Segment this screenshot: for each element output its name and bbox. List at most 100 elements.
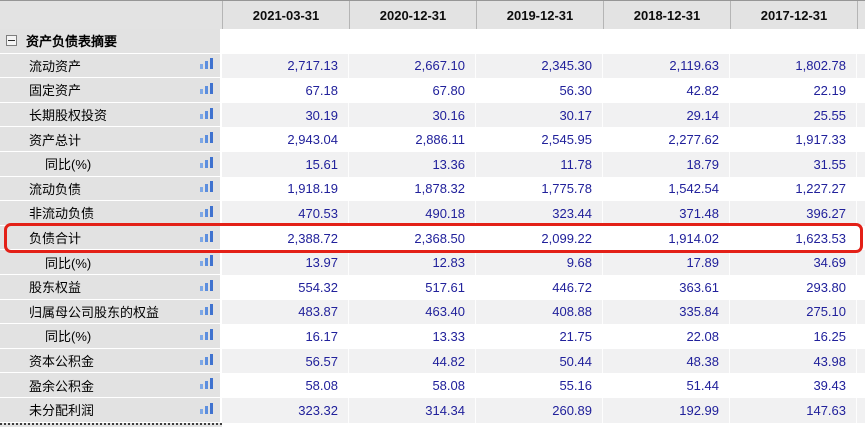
value-cell: 22.19 — [730, 78, 857, 103]
cutoff-column-cell — [857, 177, 865, 202]
row-label-cell: 归属母公司股东的权益 — [0, 299, 222, 325]
value-cell: 260.89 — [476, 397, 603, 423]
value-cell: 446.72 — [476, 274, 603, 300]
row-label: 资产负债表摘要 — [26, 34, 118, 50]
row-label-cell: 非流动负债 — [0, 201, 222, 226]
table-row[interactable]: 同比(%) 15.61 13.36 11.78 18.79 31.55 — [0, 151, 865, 177]
bar-chart-icon[interactable] — [200, 328, 213, 344]
bar-chart-icon[interactable] — [200, 57, 213, 73]
value-cell: 293.80 — [730, 274, 857, 300]
section-row[interactable]: 资产负债表摘要 — [0, 29, 865, 54]
cutoff-column-cell — [857, 151, 865, 177]
table-row[interactable]: 流动负债 1,918.19 1,878.32 1,775.78 1,542.54 1,22… — [0, 176, 865, 202]
value-cell: 483.87 — [222, 299, 349, 325]
value-cell: 275.10 — [730, 299, 857, 325]
value-cell: 2,345.30 — [476, 53, 603, 79]
cutoff-column-cell — [857, 226, 865, 251]
bar-chart-icon[interactable] — [200, 230, 213, 246]
table-row[interactable]: 股东权益 554.32 517.61 446.72 363.61 293.80 — [0, 274, 865, 300]
bar-chart-icon[interactable] — [200, 156, 213, 172]
value-cell: 517.61 — [349, 274, 476, 300]
cutoff-column-cell — [857, 102, 865, 128]
table-row[interactable]: 归属母公司股东的权益 483.87 463.40 408.88 335.84 275.10 — [0, 299, 865, 325]
value-cell: 2,717.13 — [222, 53, 349, 79]
header-date-column: 2017-12-31 — [730, 1, 857, 29]
table-row[interactable]: 盈余公积金 58.08 58.08 55.16 51.44 39.43 — [0, 373, 865, 398]
value-cell: 67.80 — [349, 78, 476, 103]
row-label: 归属母公司股东的权益 — [29, 304, 160, 320]
value-cell: 11.78 — [476, 151, 603, 177]
row-label: 资本公积金 — [29, 354, 95, 370]
cutoff-column-cell — [857, 250, 865, 275]
value-cell: 18.79 — [603, 151, 730, 177]
value-cell: 1,542.54 — [603, 176, 730, 202]
bar-chart-icon[interactable] — [200, 303, 213, 319]
row-label: 非流动负债 — [29, 206, 95, 222]
bar-chart-icon[interactable] — [200, 377, 213, 393]
value-cell: 30.17 — [476, 102, 603, 128]
value-cell: 34.69 — [730, 250, 857, 275]
bar-chart-icon[interactable] — [200, 205, 213, 221]
partial-next-row — [0, 422, 222, 427]
value-cell: 21.75 — [476, 324, 603, 349]
row-label-cell: 未分配利润 — [0, 397, 222, 423]
value-cell: 2,099.22 — [476, 225, 603, 251]
row-label: 固定资产 — [29, 83, 82, 99]
bar-chart-icon[interactable] — [200, 254, 213, 270]
value-cell: 30.19 — [222, 102, 349, 128]
bar-chart-icon[interactable] — [200, 279, 213, 295]
cutoff-column-cell — [857, 324, 865, 349]
value-cell — [603, 29, 730, 54]
bar-chart-icon[interactable] — [200, 107, 213, 123]
row-label-cell: 资产总计 — [0, 127, 222, 152]
value-cell: 48.38 — [603, 348, 730, 374]
row-label-cell: 同比(%) — [0, 324, 222, 349]
table-row[interactable]: 非流动负债 470.53 490.18 323.44 371.48 396.27 — [0, 201, 865, 226]
header-label-spacer — [0, 1, 222, 29]
value-cell — [730, 29, 857, 54]
value-cell: 2,388.72 — [222, 225, 349, 251]
header-date-column: 2018-12-31 — [603, 1, 730, 29]
value-cell: 408.88 — [476, 299, 603, 325]
bar-chart-icon[interactable] — [200, 180, 213, 196]
value-cell: 9.68 — [476, 250, 603, 275]
table-row[interactable]: 负债合计 2,388.72 2,368.50 2,099.22 1,914.02 1,62… — [0, 223, 865, 253]
value-cell: 323.32 — [222, 397, 349, 423]
table-header-row: 2021-03-31 2020-12-31 2019-12-31 2018-12… — [0, 0, 865, 29]
value-cell: 13.33 — [349, 324, 476, 349]
value-cell: 192.99 — [603, 397, 730, 423]
value-cell: 29.14 — [603, 102, 730, 128]
row-label: 同比(%) — [45, 255, 92, 271]
bar-chart-icon[interactable] — [200, 82, 213, 98]
value-cell: 371.48 — [603, 201, 730, 226]
value-cell: 2,943.04 — [222, 127, 349, 152]
table-row[interactable]: 资产总计 2,943.04 2,886.11 2,545.95 2,277.62 1,91… — [0, 127, 865, 152]
value-cell: 2,119.63 — [603, 53, 730, 79]
header-date-column: 2021-03-31 — [222, 1, 349, 29]
value-cell: 470.53 — [222, 201, 349, 226]
value-cell: 43.98 — [730, 348, 857, 374]
table-row[interactable]: 同比(%) 13.97 12.83 9.68 17.89 34.69 — [0, 250, 865, 275]
table-row[interactable]: 同比(%) 16.17 13.33 21.75 22.08 16.25 — [0, 324, 865, 349]
value-cell: 2,545.95 — [476, 127, 603, 152]
value-cell: 363.61 — [603, 274, 730, 300]
table-row[interactable]: 流动资产 2,717.13 2,667.10 2,345.30 2,119.63 1,80… — [0, 53, 865, 79]
bar-chart-icon[interactable] — [200, 131, 213, 147]
value-cell: 335.84 — [603, 299, 730, 325]
table-row[interactable]: 固定资产 67.18 67.80 56.30 42.82 22.19 — [0, 78, 865, 103]
row-label-cell: 长期股权投资 — [0, 102, 222, 128]
bar-chart-icon[interactable] — [200, 402, 213, 418]
table-row[interactable]: 未分配利润 323.32 314.34 260.89 192.99 147.63 — [0, 397, 865, 423]
header-date-column: 2020-12-31 — [349, 1, 476, 29]
value-cell: 1,227.27 — [730, 176, 857, 202]
row-label-cell: 同比(%) — [0, 250, 222, 275]
table-row[interactable]: 长期股权投资 30.19 30.16 30.17 29.14 25.55 — [0, 102, 865, 128]
value-cell: 396.27 — [730, 201, 857, 226]
bar-chart-icon[interactable] — [200, 353, 213, 369]
value-cell: 2,886.11 — [349, 127, 476, 152]
value-cell: 13.97 — [222, 250, 349, 275]
collapse-minus-icon[interactable] — [6, 35, 17, 47]
value-cell: 12.83 — [349, 250, 476, 275]
table-row[interactable]: 资本公积金 56.57 44.82 50.44 48.38 43.98 — [0, 348, 865, 374]
